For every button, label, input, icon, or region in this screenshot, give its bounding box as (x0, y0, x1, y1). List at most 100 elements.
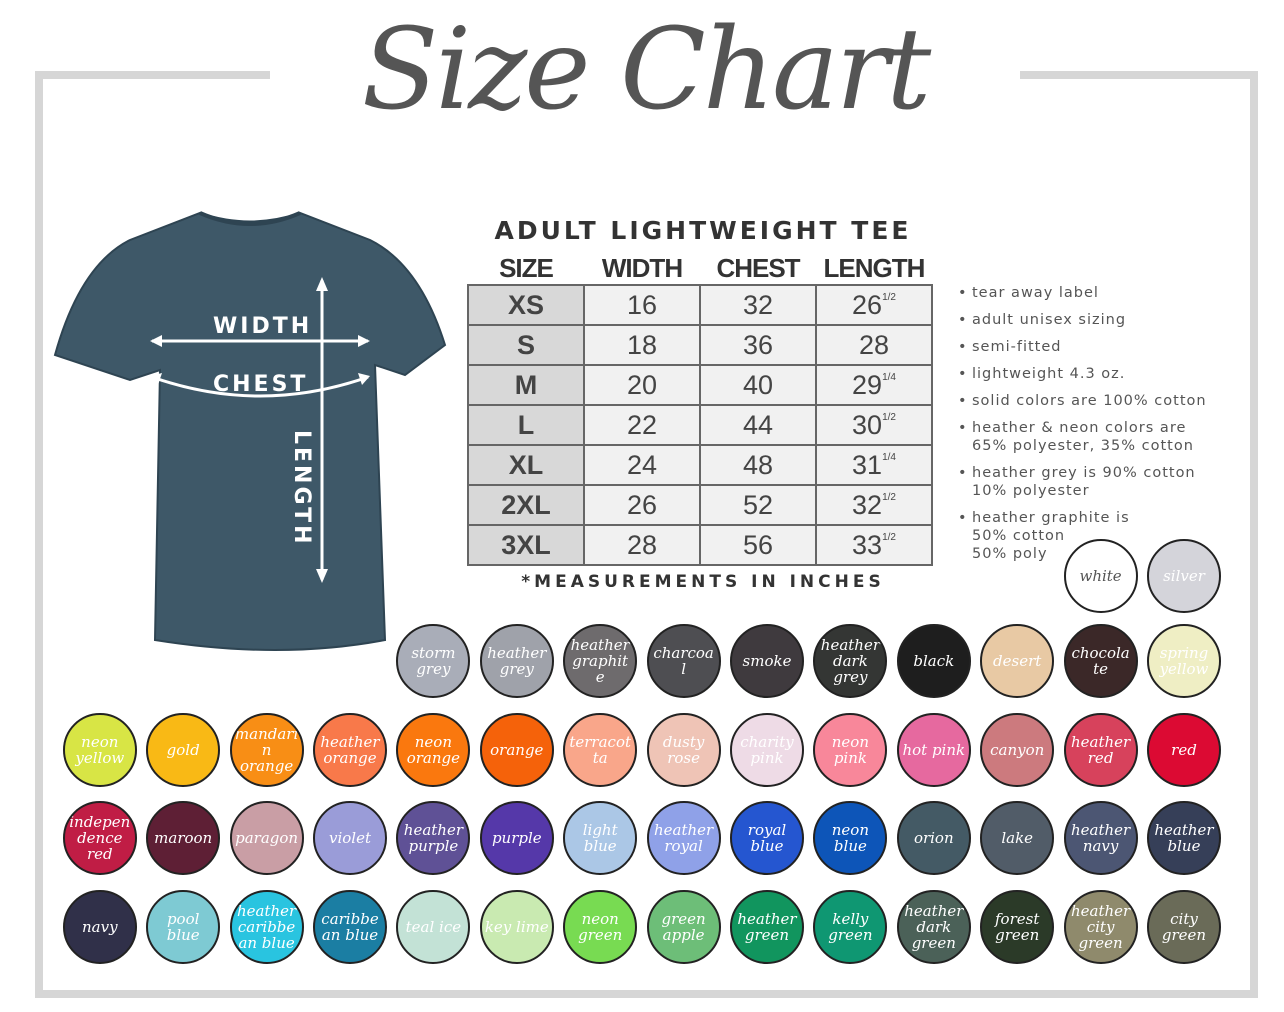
color-swatch-black: black (896, 624, 971, 698)
color-swatch-caribbean-blue: caribbean blue (313, 890, 387, 964)
table-row: M 20 40 291/4 (467, 364, 933, 406)
width-cell: 20 (583, 364, 701, 406)
chest-arrowhead-left (150, 373, 162, 385)
color-swatch-forest-green: forest green (980, 890, 1055, 964)
chest-arrowhead-right (358, 373, 370, 385)
chest-cell-value: 56 (742, 529, 774, 560)
color-swatch-heather-navy: heather navy (1063, 801, 1138, 875)
table-row: L 22 44 301/2 (467, 404, 933, 446)
color-swatch-orion: orion (896, 801, 971, 875)
chest-cell: 48 (699, 444, 817, 486)
chest-cell: 44 (699, 404, 817, 446)
color-swatch-violet: violet (313, 801, 387, 875)
width-cell: 28 (583, 524, 701, 566)
color-swatch-heather-orange: heather orange (313, 713, 387, 787)
width-cell-value: 28 (626, 529, 658, 560)
tshirt-collar (199, 211, 301, 226)
length-fraction: 1/2 (882, 491, 896, 503)
size-cell-value: XS (507, 289, 545, 320)
color-swatch-city-green: city green (1147, 890, 1221, 964)
header-size: SIZE (499, 252, 554, 283)
size-cell: S (467, 324, 585, 366)
color-swatch-storm-grey: storm grey (396, 624, 471, 698)
width-arrowhead-right (358, 335, 370, 347)
color-swatch-heather-city-green: heather city green (1063, 890, 1138, 964)
feature-item: heather graphite is 50% cotton 50% poly (958, 509, 1207, 563)
page-title: Size Chart (361, 5, 932, 135)
length-fraction: 1/2 (882, 531, 896, 543)
color-swatch-chocolate: chocolate (1063, 624, 1138, 698)
table-row: 2XL 26 52 321/2 (467, 484, 933, 526)
color-swatch-red: red (1147, 713, 1221, 787)
length-cell: 261/2 (815, 284, 933, 326)
size-cell: 3XL (467, 524, 585, 566)
length-cell-value: 29 (852, 369, 883, 400)
color-swatch-heather-red: heather red (1063, 713, 1138, 787)
color-swatch-charcoal: charcoal (646, 624, 721, 698)
width-cell-value: 26 (626, 489, 658, 520)
color-swatch-kelly-green: kelly green (813, 890, 888, 964)
length-fraction: 1/2 (882, 291, 896, 303)
color-swatch-green-apple: green apple (646, 890, 721, 964)
length-fraction: 1/2 (882, 411, 896, 423)
width-cell: 18 (583, 324, 701, 366)
width-arrowhead-left (150, 335, 162, 347)
table-row: S 18 36 28 (467, 324, 933, 366)
feature-item: heather & neon colors are 65% polyester,… (958, 419, 1207, 455)
length-cell-value: 32 (852, 489, 883, 520)
header-width: WIDTH (601, 252, 683, 283)
chest-cell-value: 40 (742, 369, 774, 400)
length-fraction: 1/4 (882, 371, 896, 383)
chest-cell-value: 48 (742, 449, 774, 480)
length-cell-value: 28 (858, 329, 890, 360)
length-fraction: 1/4 (882, 451, 896, 463)
size-cell: XL (467, 444, 585, 486)
table-body: XS 16 32 261/2 S 18 36 28 M 20 40 291/4 L 22 44 301/2 XL… (467, 284, 933, 566)
color-swatch-navy: navy (62, 890, 137, 964)
length-label: LENGTH (289, 430, 314, 547)
color-swatch-desert: desert (980, 624, 1055, 698)
color-swatch-independence-red: independence red (62, 801, 137, 875)
color-swatch-neon-green: neon green (563, 890, 638, 964)
tshirt-diagram: WIDTH CHEST LENGTH (53, 211, 447, 651)
color-swatch-canyon: canyon (980, 713, 1055, 787)
measurement-note: *MEASUREMENTS IN INCHES (521, 572, 885, 592)
width-cell-value: 22 (626, 409, 658, 440)
length-cell-value: 33 (852, 529, 883, 560)
table-header: SIZE WIDTH CHEST LENGTH (468, 252, 932, 285)
size-cell-value: L (517, 409, 535, 440)
color-swatch-charity-pink: charity pink (730, 713, 804, 787)
feature-item: semi-fitted (958, 338, 1207, 356)
chest-cell-value: 32 (742, 289, 774, 320)
chest-cell: 36 (699, 324, 817, 366)
length-cell: 331/2 (815, 524, 933, 566)
size-cell-value: XL (508, 449, 544, 480)
color-swatch-heather-dark-green: heather dark green (896, 890, 971, 964)
size-cell: M (467, 364, 585, 406)
length-cell-value: 30 (852, 409, 883, 440)
color-swatch-orange: orange (479, 713, 554, 787)
header-chest: CHEST (716, 252, 800, 283)
chest-cell: 56 (699, 524, 817, 566)
size-cell: XS (467, 284, 585, 326)
color-swatch-white: white (1063, 539, 1138, 613)
size-cell-value: S (516, 329, 535, 360)
size-cell: L (467, 404, 585, 446)
color-swatch-neon-yellow: neon yellow (62, 713, 137, 787)
color-swatch-neon-pink: neon pink (813, 713, 888, 787)
color-swatch-royal-blue: royal blue (730, 801, 804, 875)
chest-arrow (151, 375, 369, 398)
color-swatch-heather-grey: heather grey (479, 624, 554, 698)
color-swatch-purple: purple (479, 801, 554, 875)
width-cell: 22 (583, 404, 701, 446)
width-label: WIDTH (213, 314, 312, 339)
product-title: ADULT LIGHTWEIGHT TEE (494, 216, 912, 245)
color-swatch-pool-blue: pool blue (146, 890, 221, 964)
length-cell-value: 26 (852, 289, 883, 320)
color-swatch-heather-dark-grey: heather dark grey (813, 624, 888, 698)
color-swatch-paragon: paragon (229, 801, 304, 875)
length-arrowhead-top (316, 277, 328, 291)
size-table: SIZE WIDTH CHEST LENGTH XS 16 32 261/2 S 18 36… (467, 252, 933, 566)
table-row: 3XL 28 56 331/2 (467, 524, 933, 566)
color-swatch-lake: lake (980, 801, 1055, 875)
